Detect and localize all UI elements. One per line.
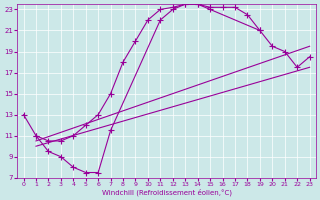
X-axis label: Windchill (Refroidissement éolien,°C): Windchill (Refroidissement éolien,°C) bbox=[101, 188, 232, 196]
